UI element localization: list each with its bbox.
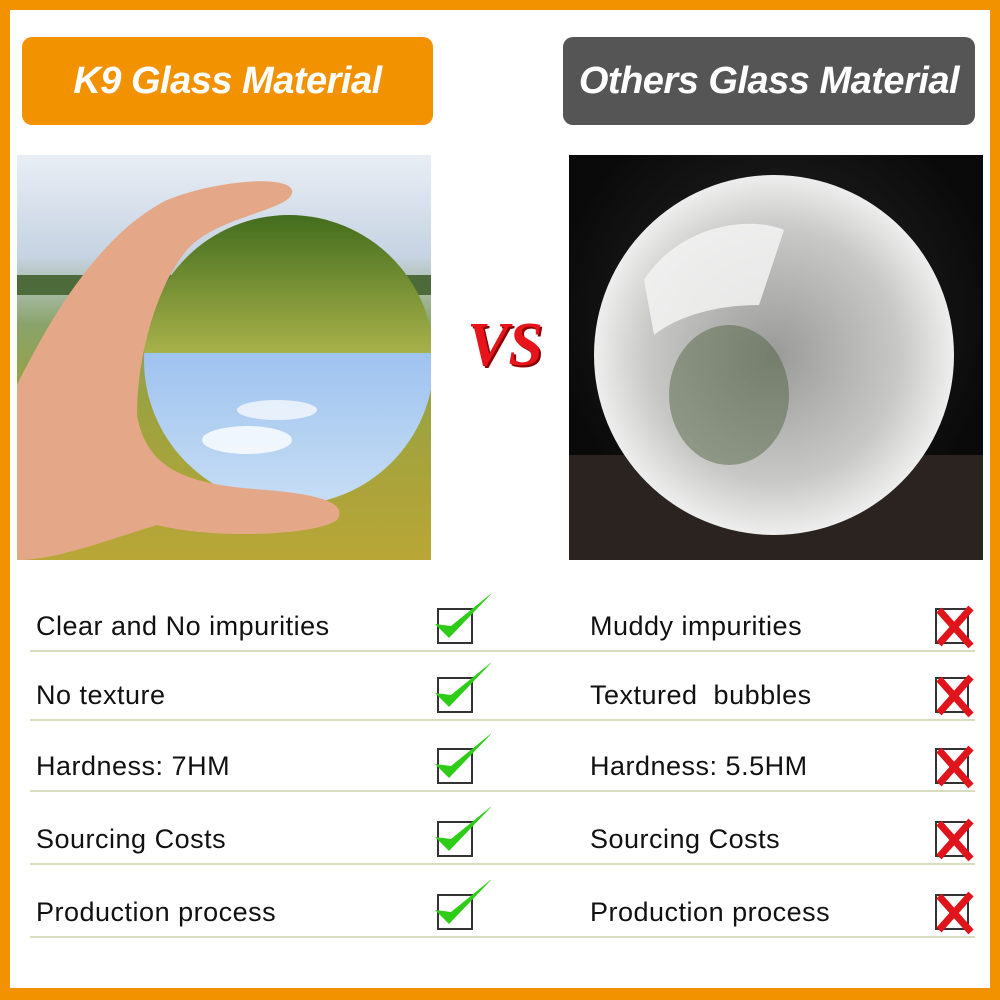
check-icon xyxy=(435,662,491,713)
other-feature: Production process xyxy=(590,897,831,927)
cross-icon xyxy=(935,674,974,718)
comparison-row: Clear and No impurities Muddy impurities xyxy=(30,582,975,652)
cross-icon xyxy=(935,605,974,649)
k9-feature: Hardness: 7HM xyxy=(36,751,231,781)
k9-feature: Clear and No impurities xyxy=(36,611,330,641)
k9-feature: Production process xyxy=(36,897,277,927)
check-icon xyxy=(435,806,491,857)
other-feature: Textured bubbles xyxy=(590,680,812,710)
k9-feature: Sourcing Costs xyxy=(36,824,227,854)
check-icon xyxy=(435,593,491,644)
comparison-row: Production process Production process xyxy=(30,868,975,938)
check-icon xyxy=(435,879,491,930)
cross-icon xyxy=(935,891,974,935)
k9-crystal-ball-photo xyxy=(17,155,431,560)
vs-label: VS xyxy=(467,311,543,379)
cross-icon xyxy=(935,745,974,789)
cross-icon xyxy=(935,818,974,862)
comparison-row: No texture Textured bubbles xyxy=(30,651,975,721)
comparison-row: Hardness: 7HM Hardness: 5.5HM xyxy=(30,722,975,792)
other-crystal-ball-photo xyxy=(569,155,983,560)
comparison-panel: K9 Glass Material Others Glass Material … xyxy=(10,10,990,988)
comparison-row: Sourcing Costs Sourcing Costs xyxy=(30,795,975,865)
check-icon xyxy=(435,733,491,784)
k9-title-banner: K9 Glass Material xyxy=(22,37,433,125)
k9-feature: No texture xyxy=(36,680,166,710)
other-feature: Muddy impurities xyxy=(590,611,803,641)
other-feature: Hardness: 5.5HM xyxy=(590,751,808,781)
others-title-banner: Others Glass Material xyxy=(563,37,975,125)
other-feature: Sourcing Costs xyxy=(590,824,781,854)
